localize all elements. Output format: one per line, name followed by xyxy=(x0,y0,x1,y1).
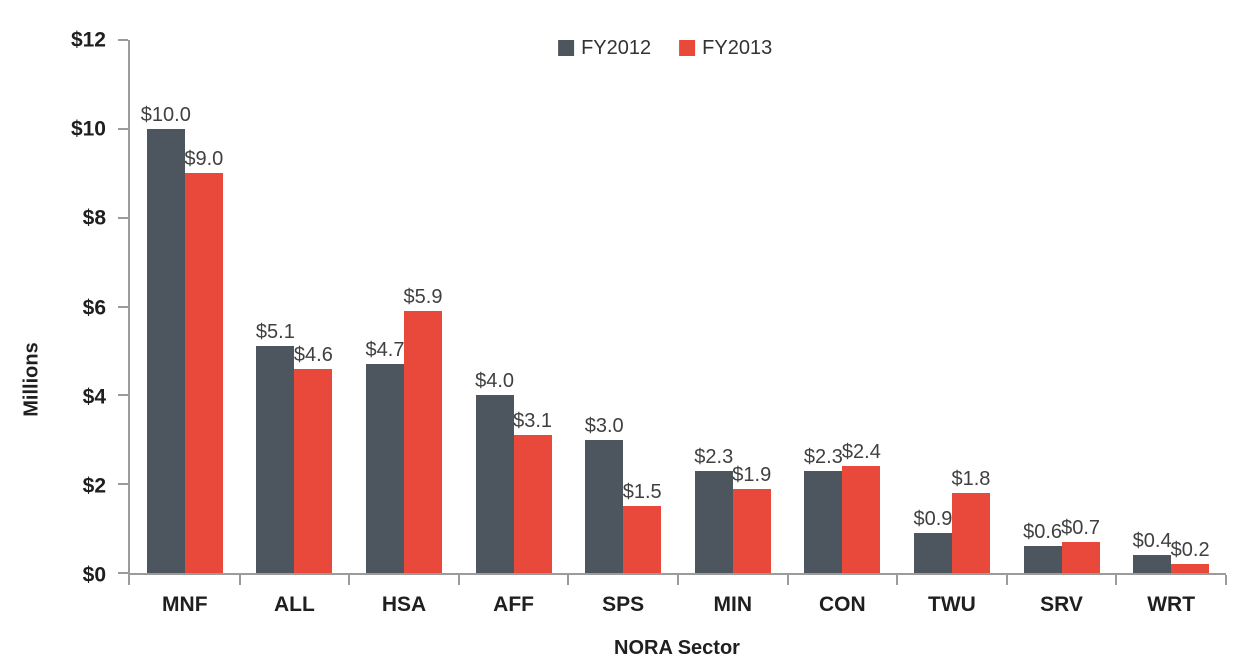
x-tick-mark xyxy=(238,575,241,585)
bar-value-label: $0.6 xyxy=(1023,521,1063,544)
category-label: TWU xyxy=(928,593,976,616)
bar-fy2012: $3.0 xyxy=(585,416,624,573)
category-label: HSA xyxy=(381,593,427,616)
y-tick-mark xyxy=(118,572,128,574)
bar-value-label: $3.0 xyxy=(584,414,624,437)
y-tick-label: $2 xyxy=(82,474,106,498)
bar-value-label: $0.4 xyxy=(1132,530,1172,553)
bar-value-label: $2.4 xyxy=(841,441,881,464)
bar-value-label: $1.5 xyxy=(622,481,662,504)
y-tick-label: $4 xyxy=(82,385,106,409)
bar-group: $10.0 $9.0 MNF xyxy=(130,40,241,616)
bar-value-label: $5.1 xyxy=(255,321,295,344)
bar-group: $0.6 $0.7 SRV xyxy=(1007,40,1118,616)
bar-value-label: $10.0 xyxy=(140,103,191,126)
bar-fy2013: $1.5 xyxy=(623,482,662,573)
x-tick-mark xyxy=(1115,575,1118,585)
legend-swatch-fy2012 xyxy=(558,40,575,56)
bar-groups: $10.0 $9.0 MNF $5.1 $4.6 ALL $4.7 $5.9 HSA $4.0 $3… xyxy=(130,40,1227,616)
bar-value-label: $0.9 xyxy=(913,508,953,531)
x-tick-mark xyxy=(1224,575,1227,585)
y-axis: $0 $2 $4 $6 $8 $10 $12 xyxy=(0,30,128,586)
y-tick-mark xyxy=(118,483,128,486)
bar-fy2013: $4.6 xyxy=(294,345,333,573)
y-tick-mark xyxy=(118,305,128,308)
y-tick-label: $6 xyxy=(82,296,106,319)
bar-fy2012: $4.7 xyxy=(366,340,404,573)
bar-group: $3.0 $1.5 SPS xyxy=(568,40,679,616)
bar-value-label: $1.8 xyxy=(951,468,991,491)
bar-fy2013: $1.8 xyxy=(951,469,990,573)
x-axis-title: NORA Sector xyxy=(614,637,740,659)
bar-fy2013: $9.0 xyxy=(184,149,223,573)
category-label: MNF xyxy=(162,593,208,616)
y-tick-label: $10 xyxy=(70,117,106,141)
y-tick-mark xyxy=(118,216,128,219)
bar-fy2012: $4.0 xyxy=(475,371,514,573)
x-tick-mark xyxy=(348,575,351,585)
bar-fy2013: $5.9 xyxy=(404,287,442,573)
bar-value-label: $4.6 xyxy=(293,343,333,366)
bar-value-label: $0.2 xyxy=(1170,539,1210,562)
bar-fy2012: $10.0 xyxy=(141,105,191,573)
bar-group: $0.4 $0.2 WRT xyxy=(1116,40,1227,616)
bar-fy2012: $2.3 xyxy=(694,447,733,573)
legend: FY2012 FY2013 xyxy=(558,38,772,58)
bar-fy2013: $0.7 xyxy=(1061,518,1100,573)
bar-value-label: $2.3 xyxy=(694,445,734,468)
legend-swatch-fy2013 xyxy=(679,40,696,56)
category-label: AFF xyxy=(493,593,534,616)
bar-value-label: $4.0 xyxy=(475,370,515,393)
bar-value-label: $5.9 xyxy=(403,285,443,308)
x-tick-mark xyxy=(1005,575,1008,585)
legend-label: FY2013 xyxy=(702,37,773,59)
y-tick-label: $0 xyxy=(82,563,106,587)
bar-fy2013: $3.1 xyxy=(513,411,552,573)
category-label: SPS xyxy=(602,593,645,616)
legend-label: FY2012 xyxy=(581,37,652,59)
y-tick-mark xyxy=(118,39,128,41)
x-tick-mark xyxy=(676,575,679,585)
y-tick-label: $8 xyxy=(82,206,106,230)
y-tick-label: $12 xyxy=(70,28,106,52)
bar-group: $0.9 $1.8 TWU xyxy=(897,40,1008,616)
bar-fy2013: $2.4 xyxy=(842,442,881,573)
legend-item: FY2012 xyxy=(558,38,651,58)
x-tick-mark xyxy=(896,575,899,585)
bar-value-label: $4.7 xyxy=(365,339,405,362)
category-label: ALL xyxy=(273,593,315,616)
bar-fy2012: $0.4 xyxy=(1133,531,1172,573)
plot-area: FY2012 FY2013 $10.0 $9.0 MNF $5.1 $4.6 ALL $4.7… xyxy=(118,38,1227,616)
x-tick-mark xyxy=(567,575,570,585)
bar-group: $5.1 $4.6 ALL xyxy=(240,40,351,616)
y-tick-mark xyxy=(118,127,128,130)
bar-fy2013: $1.9 xyxy=(732,465,771,573)
bar-value-label: $3.1 xyxy=(513,410,553,433)
y-tick-mark xyxy=(118,394,128,397)
x-tick-mark xyxy=(128,575,130,585)
bar-group: $4.7 $5.9 HSA xyxy=(349,40,460,616)
category-label: SRV xyxy=(1040,593,1083,616)
bar-fy2012: $0.9 xyxy=(913,509,952,573)
bar-group: $2.3 $2.4 CON xyxy=(788,40,899,616)
bar-value-label: $0.7 xyxy=(1061,516,1101,539)
bar-fy2012: $2.3 xyxy=(804,447,843,573)
bar-fy2012: $0.6 xyxy=(1023,522,1062,573)
x-tick-mark xyxy=(457,575,460,585)
bar-value-label: $9.0 xyxy=(184,148,224,171)
bar-value-label: $1.9 xyxy=(732,463,772,486)
bar-value-label: $2.3 xyxy=(803,445,843,468)
category-label: CON xyxy=(819,593,866,616)
category-label: MIN xyxy=(713,593,753,616)
x-tick-mark xyxy=(786,575,789,585)
category-label: WRT xyxy=(1147,593,1196,616)
bar-fy2012: $5.1 xyxy=(256,322,295,573)
bar-group: $4.0 $3.1 AFF xyxy=(459,40,570,616)
bar-group: $2.3 $1.9 MIN xyxy=(678,40,789,616)
legend-item: FY2013 xyxy=(679,38,772,58)
bar-fy2013: $0.2 xyxy=(1171,540,1210,573)
